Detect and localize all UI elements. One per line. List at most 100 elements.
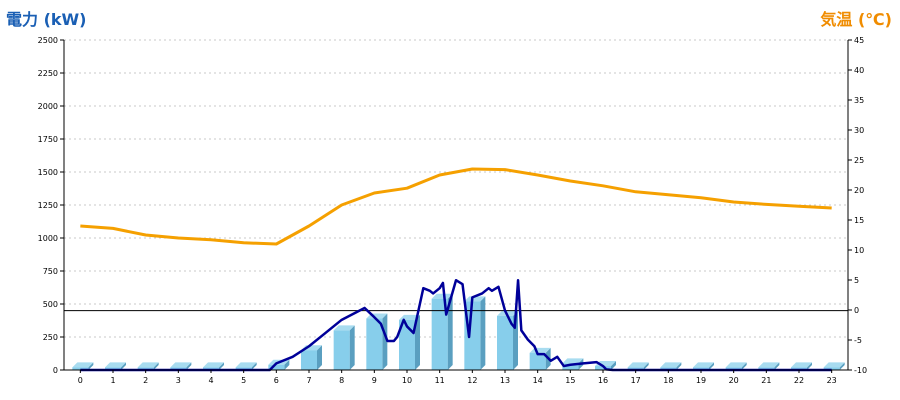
bar (725, 367, 742, 370)
bar-side (186, 362, 192, 370)
bar-top (791, 362, 812, 368)
x-tick-label: 19 (696, 376, 706, 385)
left-tick-label: 1500 (38, 168, 58, 177)
bar-side (349, 325, 355, 370)
bar-side (219, 362, 224, 370)
x-tick-label: 7 (306, 376, 311, 385)
bar-side (284, 359, 290, 370)
bar-top (823, 362, 845, 368)
right-tick-label: 30 (854, 126, 864, 135)
left-tick-label: 2000 (38, 102, 58, 111)
bar-top (399, 314, 420, 320)
left-tick-label: 750 (43, 267, 58, 276)
x-tick-label: 2 (143, 376, 148, 385)
right-tick-label: 40 (854, 66, 864, 75)
x-tick-label: 6 (274, 376, 279, 385)
bar-side (447, 293, 453, 370)
bar (627, 367, 644, 370)
x-tick-label: 15 (565, 376, 575, 385)
right-tick-label: 5 (854, 276, 859, 285)
bar (268, 364, 285, 370)
right-tick-label: 20 (854, 186, 864, 195)
x-tick-label: 12 (467, 376, 477, 385)
left-tick-label: 1250 (38, 201, 58, 210)
x-tick-label: 14 (533, 376, 543, 385)
right-tick-label: 45 (854, 36, 864, 45)
bar (333, 330, 350, 370)
left-tick-label: 2500 (38, 36, 58, 45)
bar (823, 367, 840, 370)
x-tick-label: 21 (761, 376, 771, 385)
bar-top (431, 293, 453, 299)
bar (170, 367, 187, 370)
right-tick-label: 15 (854, 216, 864, 225)
x-tick-label: 3 (176, 376, 181, 385)
bar (203, 367, 219, 370)
x-tick-label: 1 (110, 376, 115, 385)
bar (660, 367, 677, 370)
x-tick-label: 5 (241, 376, 246, 385)
x-tick-label: 10 (402, 376, 412, 385)
x-tick-label: 16 (598, 376, 608, 385)
bar-side (88, 362, 94, 370)
bar (105, 367, 121, 370)
bar-side (480, 296, 486, 370)
right-tick-label: -5 (854, 336, 862, 345)
bar-top (333, 325, 355, 331)
x-tick-label: 18 (663, 376, 673, 385)
x-tick-label: 9 (372, 376, 377, 385)
left-tick-label: 1750 (38, 135, 58, 144)
bar-side (774, 362, 780, 370)
left-axis-title: 電力 (kW) (6, 10, 87, 29)
right-tick-label: 35 (854, 96, 864, 105)
left-tick-label: 0 (53, 366, 58, 375)
bar (529, 352, 546, 370)
bar (758, 367, 775, 370)
bar-top (105, 362, 126, 368)
bar-top (170, 362, 192, 368)
bar-top (693, 362, 714, 368)
x-tick-label: 8 (339, 376, 344, 385)
bar-top (464, 296, 486, 302)
temperature-line (80, 167, 832, 246)
left-tick-label: 2250 (38, 69, 58, 78)
bar (497, 315, 513, 370)
bar-side (709, 362, 714, 370)
x-tick-label: 20 (729, 376, 739, 385)
bar-side (415, 314, 420, 370)
x-tick-label: 17 (631, 376, 641, 385)
bar-top (725, 362, 747, 368)
bar-side (611, 361, 616, 370)
bar (137, 367, 154, 370)
bar-side (317, 345, 322, 370)
right-tick-label: 25 (854, 156, 864, 165)
bar-top (235, 362, 257, 368)
bar (464, 301, 481, 370)
bar-side (251, 362, 257, 370)
bar-side (741, 362, 747, 370)
bar (399, 319, 415, 370)
bar-top (137, 362, 159, 368)
bar (562, 363, 579, 370)
bar-top (627, 362, 649, 368)
bar-top (660, 362, 682, 368)
left-tick-label: 250 (43, 333, 58, 342)
right-tick-label: 10 (854, 246, 864, 255)
bar (72, 367, 89, 370)
bar-top (562, 358, 584, 364)
x-tick-label: 11 (435, 376, 445, 385)
bar (431, 298, 448, 370)
x-tick-label: 13 (500, 376, 510, 385)
right-tick-label: -10 (854, 366, 867, 375)
bar (595, 366, 611, 370)
bar-top (758, 362, 780, 368)
bar-side (676, 362, 682, 370)
bar-side (153, 362, 159, 370)
bar (791, 367, 807, 370)
right-tick-label: 0 (854, 306, 859, 315)
bar-top (203, 362, 224, 368)
right-axis-title: 気温 (℃) (820, 10, 892, 29)
x-tick-label: 23 (827, 376, 837, 385)
bar-side (121, 362, 126, 370)
